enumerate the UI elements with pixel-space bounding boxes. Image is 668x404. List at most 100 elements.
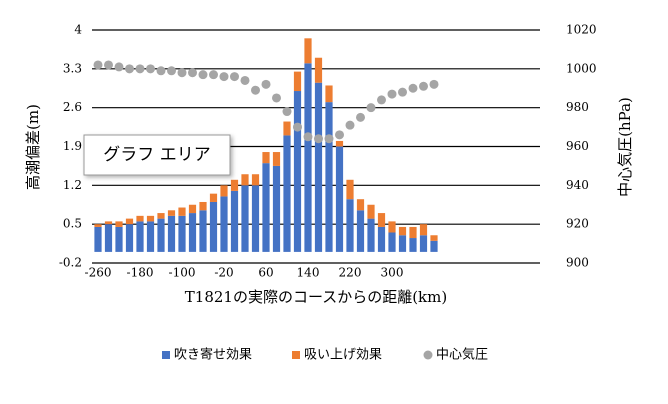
y2-tick-label: 1020	[566, 23, 597, 37]
point	[398, 87, 407, 97]
bar	[409, 226, 417, 239]
bar	[293, 91, 302, 252]
bar	[367, 204, 375, 219]
point	[219, 72, 229, 82]
bar	[230, 190, 239, 252]
bar	[157, 218, 165, 252]
bar	[409, 238, 417, 252]
point	[104, 60, 113, 70]
x-tick-label: -180	[127, 266, 154, 280]
bar	[388, 221, 396, 233]
bar	[388, 232, 396, 252]
bar	[304, 63, 312, 252]
point	[272, 93, 281, 103]
point	[125, 64, 134, 74]
legend-label: 吹き寄せ効果	[174, 347, 252, 363]
bar	[356, 199, 365, 211]
bar	[220, 185, 228, 197]
y2-tick-label: 900	[566, 256, 589, 270]
y-tick-label: -0.2	[59, 256, 82, 270]
point	[387, 89, 397, 99]
bar	[346, 199, 354, 252]
bar	[325, 85, 333, 103]
point	[177, 68, 187, 78]
x-tick-label: 220	[339, 266, 362, 280]
bar	[367, 218, 375, 252]
y2-tick-label: 980	[566, 100, 589, 114]
plot-area	[92, 29, 540, 264]
y2-tick-label: 920	[566, 217, 589, 231]
y-tick-label: 0.5	[63, 217, 82, 231]
bar	[419, 224, 428, 236]
y-tick-label: 4	[74, 23, 82, 37]
y-axis-title: 高潮偏差(m)	[24, 104, 42, 190]
bar	[377, 226, 386, 252]
point	[198, 70, 208, 80]
x-tick-label: -20	[214, 266, 233, 280]
point	[188, 68, 197, 78]
point	[240, 75, 250, 85]
legend-label: 吸い上げ効果	[304, 348, 382, 363]
bar	[157, 213, 165, 219]
x-tick-label: -100	[169, 266, 196, 280]
bar	[199, 210, 207, 252]
bar	[146, 215, 155, 222]
bar	[199, 201, 207, 211]
point	[293, 122, 302, 132]
bar	[304, 38, 312, 64]
y2-axis-title: 中心気圧(hPa)	[616, 97, 634, 197]
bar	[430, 240, 438, 252]
bar	[283, 121, 291, 136]
bar	[167, 210, 176, 216]
x-tick-label: -260	[85, 266, 112, 280]
point	[251, 85, 260, 95]
bar	[325, 102, 333, 252]
point	[146, 64, 155, 74]
bar	[262, 163, 270, 252]
bar	[115, 226, 123, 252]
bar	[230, 179, 239, 191]
point	[324, 134, 334, 144]
bar	[398, 235, 407, 252]
bar	[314, 82, 323, 252]
tooltip-box	[83, 134, 231, 176]
bar	[251, 174, 260, 186]
point	[209, 70, 218, 80]
y-tick-label: 1.9	[63, 139, 82, 153]
point	[408, 83, 418, 93]
point	[167, 66, 176, 76]
bar	[115, 221, 123, 227]
bar	[346, 179, 354, 200]
bar	[220, 196, 228, 252]
bar	[314, 57, 323, 83]
point	[230, 72, 239, 82]
point	[335, 130, 344, 140]
bar	[125, 218, 134, 225]
bar	[188, 204, 197, 214]
x-tick-label: 60	[258, 266, 273, 280]
point	[93, 60, 103, 70]
legend-swatch	[162, 351, 170, 359]
point	[356, 112, 365, 122]
bar	[178, 207, 186, 216]
legend-swatch	[423, 350, 433, 360]
y2-tick-label: 960	[566, 139, 589, 153]
bar	[272, 152, 281, 166]
bar	[293, 71, 302, 92]
bar	[125, 224, 134, 252]
tooltip-text: グラフ エリア	[103, 145, 210, 165]
legend: 吹き寄せ効果 吸い上げ効果 中心気圧	[162, 347, 488, 363]
y2-tick-label: 940	[566, 178, 589, 192]
bar	[146, 221, 155, 252]
bar	[356, 210, 365, 252]
point	[366, 103, 376, 113]
bar	[241, 185, 249, 252]
bar	[94, 226, 102, 252]
y-tick-label: 1.2	[63, 178, 82, 192]
bar	[272, 165, 281, 252]
legend-swatch	[292, 351, 300, 359]
point	[314, 134, 323, 144]
point	[377, 95, 386, 105]
point	[419, 81, 428, 91]
